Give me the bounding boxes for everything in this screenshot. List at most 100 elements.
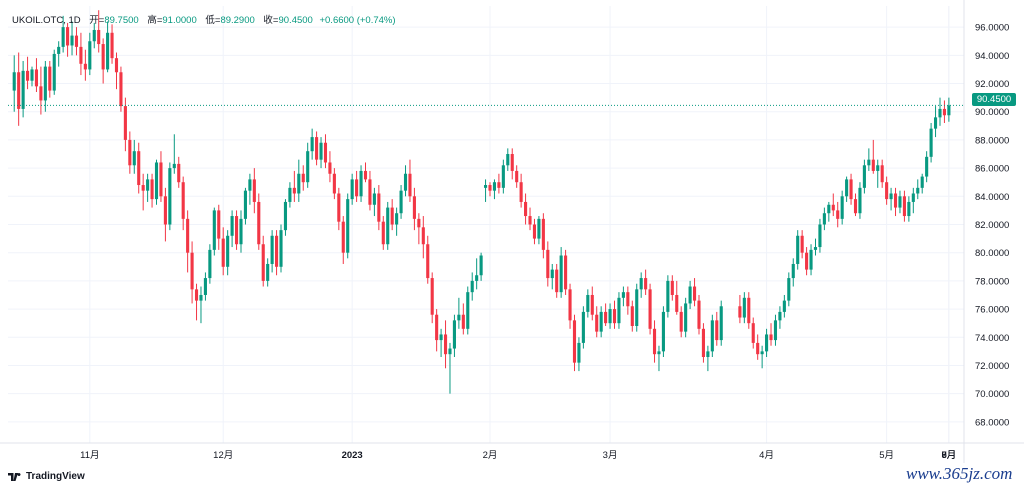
candle [412, 187, 416, 231]
price-tick-label: 84.0000 [975, 192, 1009, 203]
candle-body [555, 269, 559, 293]
candle-body [61, 27, 65, 47]
candle [212, 207, 216, 256]
candle-body [710, 320, 714, 352]
candle-body [128, 139, 132, 166]
candle-body [257, 201, 261, 245]
chart-grid [8, 6, 964, 443]
candle [701, 323, 705, 363]
candle-body [21, 70, 25, 109]
candle-body [12, 72, 16, 91]
candle [368, 170, 372, 211]
candle [652, 320, 657, 363]
candle [880, 159, 884, 188]
candle-body [430, 278, 434, 315]
candle-body [230, 216, 234, 236]
candle [577, 337, 581, 372]
candle [301, 165, 305, 191]
candle-body [604, 311, 608, 324]
candle-body [341, 221, 345, 253]
price-tick-label: 70.0000 [975, 389, 1009, 400]
candle-body [57, 46, 61, 54]
candle-body [840, 196, 844, 219]
price-tick-label: 76.0000 [975, 305, 1009, 316]
candle-body [243, 190, 247, 219]
candle-body [457, 314, 461, 321]
candle [83, 49, 87, 81]
price-tick-label: 88.0000 [975, 135, 1009, 146]
symbol-label[interactable]: UKOIL.OTC [12, 15, 64, 26]
candle-body [186, 218, 190, 253]
candle [648, 283, 652, 335]
candle-body [532, 224, 537, 239]
candle [670, 275, 674, 301]
candle-body [572, 320, 577, 363]
candle [929, 123, 933, 163]
interval-label[interactable]: 1D [68, 15, 81, 26]
candle [541, 213, 545, 259]
candle-body [150, 179, 154, 200]
candle [417, 213, 421, 245]
candle [599, 306, 603, 338]
candle [853, 193, 858, 217]
candle-body [630, 306, 634, 326]
candle [163, 187, 167, 242]
candle-body [199, 294, 203, 301]
candle [61, 15, 65, 53]
candle [203, 272, 207, 301]
candle [332, 168, 336, 200]
candle [773, 314, 778, 346]
candle [114, 52, 119, 90]
logo-text: TradingView [26, 471, 85, 482]
price-tick-label: 92.0000 [975, 79, 1009, 90]
candle-body [74, 35, 79, 47]
candle-body [337, 193, 341, 222]
candle [110, 24, 114, 64]
candle [479, 252, 483, 281]
candle-body [661, 311, 665, 352]
candle [572, 314, 577, 372]
price-axis[interactable]: 96.0000 94.0000 92.0000 90.0000 88.0000 86.00… [975, 23, 1009, 429]
candle [150, 173, 154, 208]
candle-body [586, 294, 590, 312]
candle-body [239, 218, 243, 245]
candle-body [368, 179, 372, 205]
candle [288, 182, 292, 208]
candle [657, 345, 661, 372]
price-tick-label: 74.0000 [975, 333, 1009, 344]
candle-body [773, 320, 778, 341]
candle [871, 139, 875, 174]
candle [475, 258, 479, 290]
candles [12, 10, 951, 394]
candle-body [626, 292, 630, 307]
candle-body [787, 278, 791, 301]
candle-body [756, 342, 760, 355]
candle-body [515, 170, 519, 183]
candle-body [644, 278, 648, 290]
candle-body [800, 235, 804, 253]
candle [608, 303, 612, 329]
candle [528, 207, 532, 231]
candle [867, 148, 871, 171]
candle-body [902, 196, 906, 217]
candle-body [88, 41, 92, 70]
tradingview-logo-icon [8, 472, 21, 481]
candle [907, 196, 911, 222]
tradingview-logo[interactable]: TradingView [8, 471, 85, 482]
candle-body [550, 269, 554, 279]
candle-body [898, 196, 902, 208]
candle [359, 165, 363, 202]
time-tick-label: 5月 [879, 450, 894, 461]
candle-body [234, 216, 239, 245]
candle [765, 328, 769, 358]
candle-body [470, 280, 474, 293]
candle [858, 182, 862, 219]
candle-body [266, 263, 270, 281]
candle-body [372, 193, 376, 205]
candle-body [283, 201, 288, 231]
candle-body [519, 182, 523, 202]
candle-body [146, 179, 150, 191]
candle-body [564, 255, 568, 290]
